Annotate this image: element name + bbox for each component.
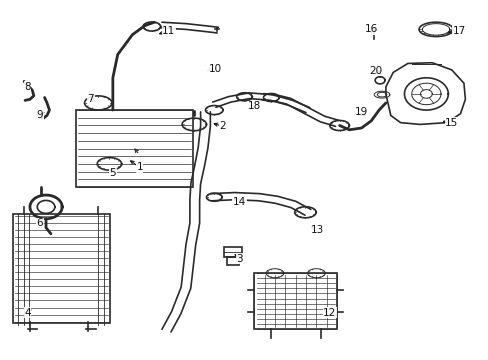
- Text: 11: 11: [162, 26, 175, 36]
- Text: 2: 2: [219, 121, 225, 131]
- Text: 6: 6: [36, 218, 43, 228]
- Text: 14: 14: [232, 197, 246, 207]
- Text: 15: 15: [444, 118, 457, 128]
- Bar: [254, 273, 336, 329]
- Text: 8: 8: [24, 82, 31, 92]
- Text: 10: 10: [208, 64, 222, 74]
- Text: 12: 12: [323, 308, 336, 318]
- Text: 17: 17: [451, 26, 465, 36]
- Bar: [76, 110, 193, 187]
- Text: 7: 7: [87, 94, 94, 104]
- Bar: [226, 257, 238, 265]
- Text: 19: 19: [354, 107, 367, 117]
- Text: 5: 5: [109, 168, 116, 178]
- Text: 20: 20: [369, 66, 382, 76]
- Text: 16: 16: [364, 24, 377, 35]
- Text: 4: 4: [24, 308, 31, 318]
- Text: 1: 1: [136, 162, 142, 172]
- Bar: [224, 247, 241, 257]
- Text: 18: 18: [247, 102, 260, 112]
- Text: 9: 9: [36, 111, 43, 121]
- Text: 3: 3: [236, 254, 243, 264]
- Text: 13: 13: [310, 225, 324, 235]
